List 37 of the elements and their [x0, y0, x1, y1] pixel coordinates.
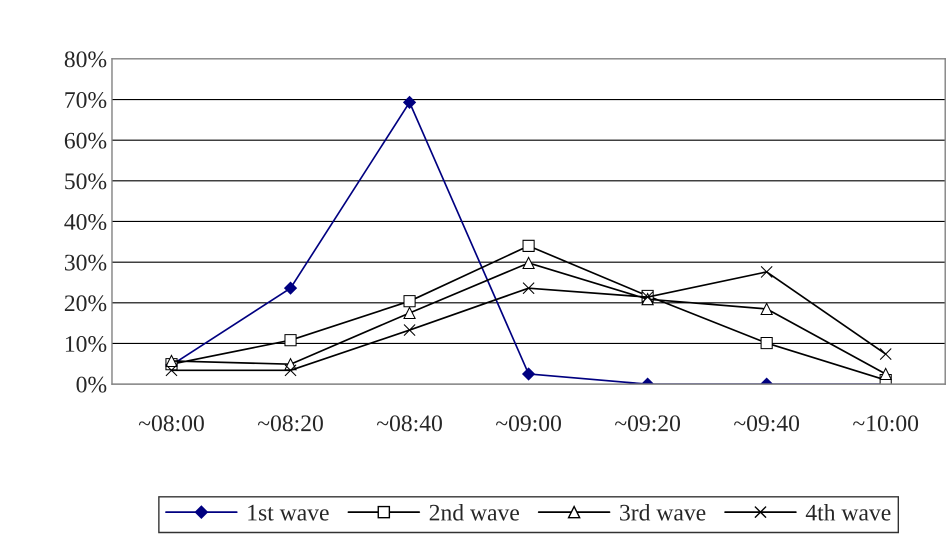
- legend-label: 1st wave: [248, 504, 329, 521]
- point: [522, 368, 536, 380]
- point: [880, 348, 892, 360]
- x-tick-label: ~09:20: [615, 415, 680, 432]
- point: [284, 334, 297, 346]
- legend-label: 3rd wave: [620, 504, 706, 521]
- y-tick-label: 50%: [65, 173, 106, 190]
- y-tick-label: 20%: [64, 295, 106, 312]
- point: [403, 324, 416, 336]
- point: [284, 282, 297, 295]
- point: [522, 240, 535, 252]
- legend-label: 4th wave: [806, 504, 890, 521]
- point: [760, 266, 773, 278]
- point: [760, 336, 773, 350]
- x-tick-label: ~10:00: [853, 415, 918, 432]
- x-tick-label: ~08:00: [138, 415, 204, 432]
- point: [403, 306, 416, 320]
- y-tick-label: 0%: [76, 376, 106, 393]
- y-tick-label: 80%: [64, 51, 106, 68]
- x-tick-label: ~09:40: [734, 415, 800, 432]
- x-tick-label: ~09:00: [496, 415, 561, 432]
- legend-label: 2nd wave: [430, 504, 519, 521]
- y-tick-label: 70%: [65, 92, 106, 108]
- x-tick-label: ~08:20: [258, 415, 323, 432]
- point: [165, 364, 178, 376]
- y-tick-label: 10%: [66, 336, 106, 352]
- point: [403, 96, 416, 109]
- y-tick-label: 40%: [64, 214, 106, 230]
- point: [284, 364, 297, 376]
- y-tick-label: 60%: [64, 132, 106, 149]
- point: [522, 256, 535, 270]
- point: [760, 302, 773, 315]
- y-tick-label: 30%: [64, 254, 106, 271]
- point: [165, 354, 178, 368]
- x-tick-label: ~08:40: [376, 415, 442, 432]
- point: [522, 282, 535, 294]
- point: [403, 295, 416, 308]
